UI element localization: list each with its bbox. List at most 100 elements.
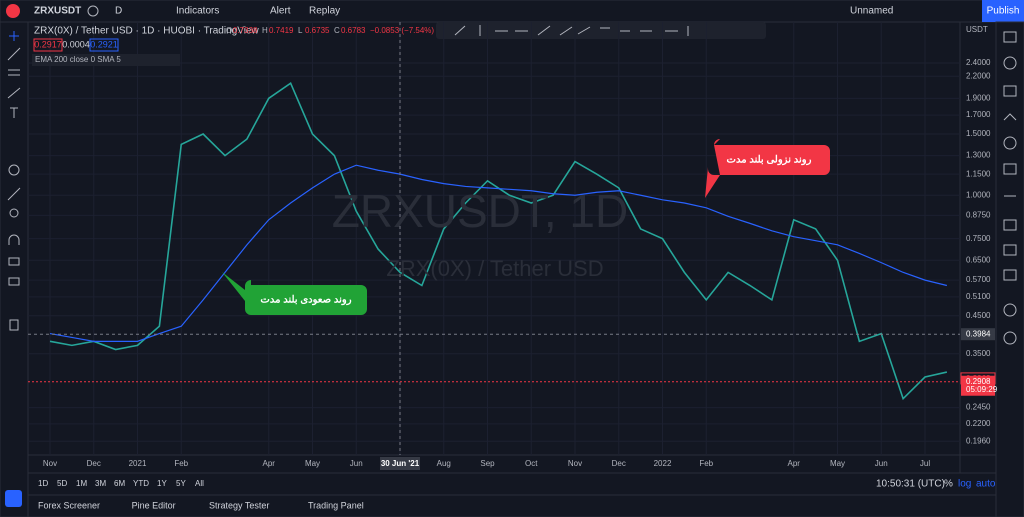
last-price-box [961, 375, 995, 396]
x-tick-label: May [830, 459, 845, 468]
x-tick-label: Jun [875, 459, 888, 468]
countdown: 05:09:29 [966, 385, 998, 394]
replay[interactable]: Replay [309, 6, 340, 17]
percent-toggle[interactable]: % [944, 479, 953, 490]
ask-box[interactable] [89, 38, 119, 52]
crosshair-price: 0.3984 [966, 329, 991, 338]
auto-toggle[interactable]: auto [976, 479, 996, 490]
range-button[interactable]: 5D [57, 479, 67, 488]
crosshair-date-box [380, 457, 420, 470]
bottom-panel-tabs [27, 494, 997, 517]
y-tick-label: 0.7500 [966, 234, 991, 243]
change: −0.0853 (−7.54%) [370, 26, 434, 35]
range-button[interactable]: 1Y [157, 479, 167, 488]
range-button[interactable]: YTD [133, 479, 149, 488]
drawing-toolbar [436, 22, 766, 39]
legend-title: ZRX(0X) / Tether USD · 1D · HUOBI · Trad… [34, 26, 259, 37]
x-tick-label: Dec [87, 459, 101, 468]
annotation[interactable]: روند نزولی بلند مدت [705, 139, 830, 198]
range-button[interactable]: 3M [95, 479, 106, 488]
tabs: Forex Screener Pine Editor Strategy Tester… [38, 500, 364, 510]
y-tick-label: 1.3000 [966, 151, 991, 160]
x-tick-label: Jun [350, 459, 363, 468]
plot [28, 22, 960, 455]
annotation[interactable]: روند صعودی بلند مدت [222, 272, 367, 315]
alert[interactable]: Alert [270, 6, 291, 17]
ranges: 1D 5D 1M 3M 6M YTD 1Y 5Y All [38, 479, 204, 488]
ask[interactable]: 0.2921 [90, 39, 118, 49]
y-tick-label: 1.5000 [966, 129, 991, 138]
watermark-symbol: ZRXUSDT, 1D [332, 185, 628, 237]
y-tick-label: 0.2450 [966, 403, 991, 412]
symbol[interactable]: ZRXUSDT [34, 6, 81, 17]
layout-name[interactable]: Unnamed [850, 6, 893, 17]
publish-label[interactable]: Publish [987, 6, 1020, 17]
publish-button[interactable] [982, 0, 1024, 22]
x-tick-label: Jul [920, 459, 930, 468]
x-tick-label: May [305, 459, 320, 468]
y-tick-label: 0.5100 [966, 292, 991, 301]
interval[interactable]: D [115, 6, 122, 17]
log-toggle[interactable]: log [958, 479, 971, 490]
y-tick-label: 1.1500 [966, 169, 991, 178]
x-tick-label: Aug [437, 459, 451, 468]
x-tick-label: Feb [174, 459, 188, 468]
x-tick-label: Feb [699, 459, 713, 468]
x-tick-label: 2022 [654, 459, 672, 468]
left-toolbar [0, 21, 29, 517]
ohlc-value: 0.7338 [233, 26, 258, 35]
range-button[interactable]: 1D [38, 479, 48, 488]
ohlc-value: 0.6783 [341, 26, 366, 35]
x-tick-label: Apr [788, 459, 801, 468]
range-button[interactable]: All [195, 479, 204, 488]
currency: USDT [966, 25, 988, 34]
indicator-legend[interactable]: EMA 200 close 0 SMA 5 [35, 55, 121, 64]
annotation-text: روند نزولی بلند مدت [727, 155, 812, 166]
bid-box[interactable] [33, 38, 63, 52]
y-tick-label: 2.4000 [966, 58, 991, 67]
panel-tab[interactable]: Forex Screener [38, 500, 100, 510]
y-tick-label: 1.9000 [966, 93, 991, 102]
ohlc-label: O [226, 26, 232, 35]
callout [222, 272, 367, 315]
ohlc-value: 0.7419 [269, 26, 294, 35]
ohlc-label: H [262, 26, 268, 35]
y-tick-label: 0.5700 [966, 275, 991, 284]
range-button[interactable]: 5Y [176, 479, 186, 488]
bid[interactable]: 0.2917 [34, 39, 62, 49]
last-price-label: 0.2908 [966, 377, 991, 386]
right-tools[interactable] [1003, 31, 1017, 345]
range-button[interactable]: 6M [114, 479, 125, 488]
avatar[interactable] [6, 4, 20, 18]
indicators[interactable]: Indicators [176, 6, 219, 17]
y-tick-label: 0.8750 [966, 211, 991, 220]
ohlc-value: 0.6735 [305, 26, 330, 35]
panel-tab[interactable]: Strategy Tester [209, 500, 269, 510]
x-tick-label: 2021 [129, 459, 147, 468]
y-tick-label: 1.7000 [966, 110, 991, 119]
y-tick-label: 0.6500 [966, 255, 991, 264]
x-tick-label: Nov [568, 459, 582, 468]
y-tick-label: 0.2200 [966, 419, 991, 428]
ohlc-label: L [298, 26, 303, 35]
spread: 0.0004 [62, 39, 90, 49]
y-tick-label: 1.0000 [966, 190, 991, 199]
chat-button[interactable] [5, 490, 22, 507]
y-tick-label: 0.3500 [966, 349, 991, 358]
x-tick-label: Dec [612, 459, 626, 468]
add-symbol[interactable] [87, 5, 99, 17]
drawing-tools[interactable] [454, 25, 689, 36]
range-bar [27, 472, 997, 496]
y-tick-label: 2.2000 [966, 71, 991, 80]
annotation-text: روند صعودی بلند مدت [260, 295, 351, 306]
panel-tab[interactable]: Trading Panel [308, 500, 364, 510]
panel-tab[interactable]: Pine Editor [132, 500, 176, 510]
range-button[interactable]: 1M [76, 479, 87, 488]
left-tools[interactable] [7, 31, 21, 331]
x-tick-label: 30 Jun '21 [381, 459, 420, 468]
callout [705, 139, 830, 198]
clock: 10:50:31 (UTC) [876, 479, 945, 490]
indicator-pill[interactable] [32, 54, 180, 66]
